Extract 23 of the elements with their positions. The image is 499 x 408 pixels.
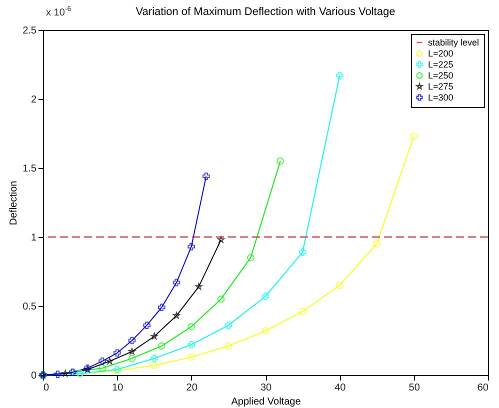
x-axis-title: Applied Voltage	[231, 396, 302, 408]
legend-label: L=250	[428, 70, 454, 80]
x-tick-label: 40	[334, 382, 346, 394]
x-tick-label: 10	[112, 382, 124, 394]
legend-label: L=300	[428, 92, 454, 102]
legend-label: L=200	[428, 48, 454, 58]
legend-label: L=275	[428, 82, 454, 92]
text: x 10$^{-6}$	[46, 6, 72, 18]
y-tick-label: 1.5	[22, 164, 37, 174]
y-tick-label: 2.5	[22, 26, 37, 36]
chart-title: Variation of Maximum Deflection with Various Voltage	[136, 6, 396, 18]
y-tick-label: 1	[30, 232, 37, 244]
y-tick-label: 0.5	[22, 302, 37, 312]
x-tick-label: 0	[44, 382, 50, 394]
x-tick-label: 20	[186, 382, 198, 394]
x-tick-label: 30	[260, 382, 272, 394]
y-axis-title: Deflection	[8, 180, 20, 226]
legend-label: stability level	[428, 38, 480, 48]
y-tick-label: 2	[30, 94, 37, 106]
legend-label: L=225	[428, 60, 454, 70]
y-tick-label: 0	[30, 370, 37, 382]
x-tick-label: 50	[408, 382, 420, 394]
x-tick-label: 60	[477, 382, 489, 394]
